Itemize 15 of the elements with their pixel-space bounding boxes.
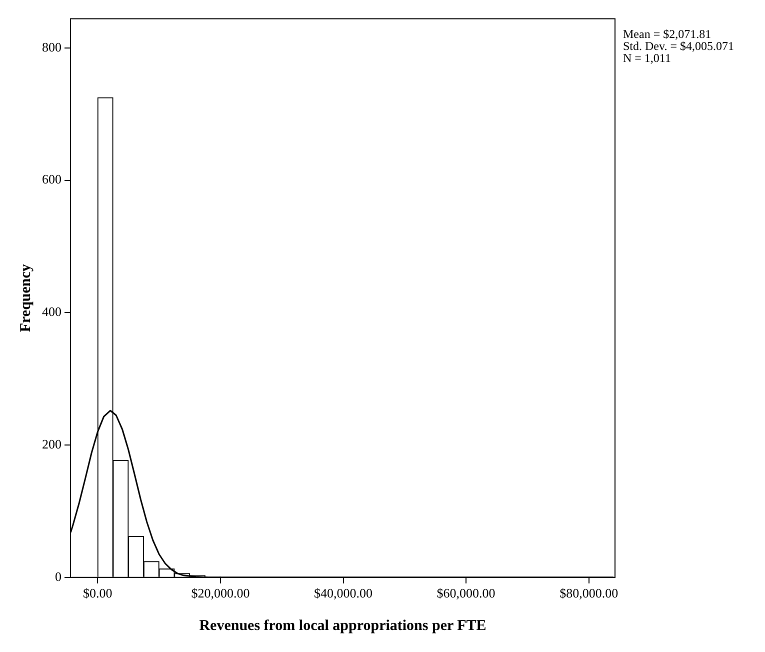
- x-tick-label: $20,000.00: [191, 586, 250, 601]
- x-tick-label: $60,000.00: [436, 586, 496, 601]
- y-tick-label: 0: [55, 568, 62, 584]
- y-axis-title: Frequency: [18, 264, 34, 332]
- y-tick-label: 600: [42, 172, 62, 187]
- x-tick-label: $40,000.00: [314, 586, 373, 601]
- x-tick-label: $80,000.00: [560, 586, 618, 601]
- y-tick-label: 200: [42, 436, 62, 452]
- text: Mean = $2,071.81: [623, 26, 712, 41]
- text: Std. Dev. = $4,005.071: [623, 38, 734, 53]
- x-axis-title: Revenues from local appropriations per FTE: [199, 618, 486, 634]
- y-tick-label: 400: [42, 304, 62, 320]
- text: N = 1,011: [623, 50, 671, 65]
- x-tick-label: $0.00: [83, 586, 112, 601]
- y-tick-label: 800: [42, 39, 62, 54]
